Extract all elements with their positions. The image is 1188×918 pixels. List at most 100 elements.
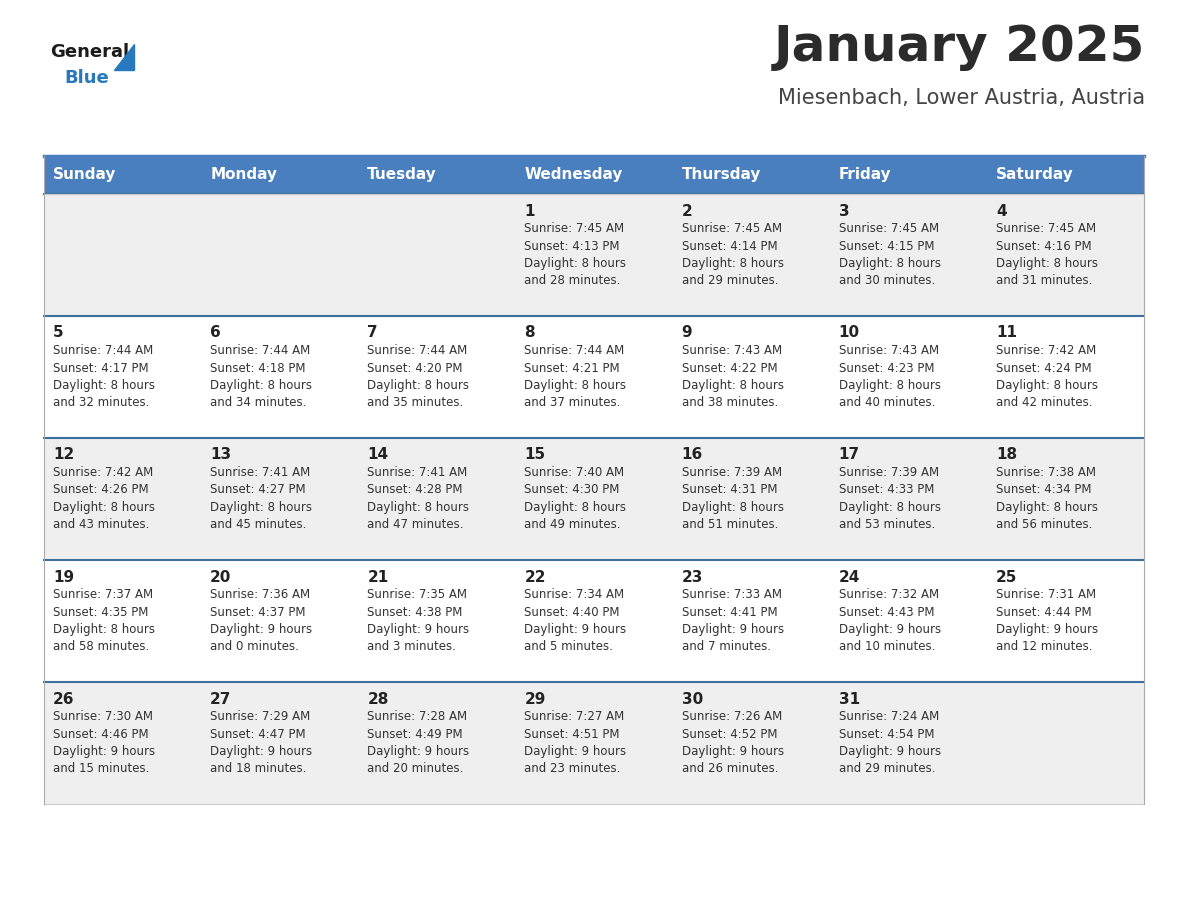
Text: and 5 minutes.: and 5 minutes. [524, 640, 613, 653]
Text: Sunrise: 7:39 AM: Sunrise: 7:39 AM [682, 466, 782, 479]
Text: 22: 22 [524, 569, 546, 585]
Text: Sunrise: 7:43 AM: Sunrise: 7:43 AM [682, 344, 782, 357]
Text: Daylight: 9 hours: Daylight: 9 hours [682, 744, 784, 757]
Text: and 43 minutes.: and 43 minutes. [53, 518, 150, 531]
Text: and 30 minutes.: and 30 minutes. [839, 274, 935, 286]
Text: Daylight: 8 hours: Daylight: 8 hours [53, 500, 154, 513]
Text: Sunrise: 7:29 AM: Sunrise: 7:29 AM [210, 711, 310, 723]
Text: and 58 minutes.: and 58 minutes. [53, 640, 150, 653]
Bar [201, 156, 359, 194]
Text: 28: 28 [367, 691, 388, 707]
Text: Sunset: 4:37 PM: Sunset: 4:37 PM [210, 606, 305, 619]
Text: 24: 24 [839, 569, 860, 585]
Text: 23: 23 [682, 569, 703, 585]
Text: and 3 minutes.: and 3 minutes. [367, 640, 456, 653]
Text: Sunset: 4:17 PM: Sunset: 4:17 PM [53, 362, 148, 375]
Text: and 26 minutes.: and 26 minutes. [682, 762, 778, 775]
Text: and 29 minutes.: and 29 minutes. [682, 274, 778, 286]
Bar [44, 156, 201, 194]
Text: Daylight: 8 hours: Daylight: 8 hours [682, 378, 784, 391]
Bar [516, 156, 672, 194]
Text: Sunrise: 7:34 AM: Sunrise: 7:34 AM [524, 588, 625, 601]
Text: and 7 minutes.: and 7 minutes. [682, 640, 771, 653]
Text: Sunset: 4:31 PM: Sunset: 4:31 PM [682, 484, 777, 497]
Text: Sunrise: 7:28 AM: Sunrise: 7:28 AM [367, 711, 467, 723]
Text: Blue: Blue [64, 69, 109, 87]
Text: Sunrise: 7:32 AM: Sunrise: 7:32 AM [839, 588, 939, 601]
Text: Sunset: 4:24 PM: Sunset: 4:24 PM [996, 362, 1092, 375]
Bar [359, 156, 516, 194]
Text: Sunset: 4:18 PM: Sunset: 4:18 PM [210, 362, 305, 375]
Text: Sunset: 4:30 PM: Sunset: 4:30 PM [524, 484, 620, 497]
Text: Daylight: 8 hours: Daylight: 8 hours [996, 256, 1098, 270]
Text: Daylight: 8 hours: Daylight: 8 hours [996, 500, 1098, 513]
Text: 7: 7 [367, 326, 378, 341]
Text: Sunrise: 7:45 AM: Sunrise: 7:45 AM [996, 222, 1097, 236]
Text: Daylight: 9 hours: Daylight: 9 hours [524, 744, 626, 757]
Text: Daylight: 8 hours: Daylight: 8 hours [682, 500, 784, 513]
Text: General: General [50, 43, 129, 61]
Text: Sunrise: 7:44 AM: Sunrise: 7:44 AM [524, 344, 625, 357]
Text: Sunset: 4:41 PM: Sunset: 4:41 PM [682, 606, 777, 619]
Text: Sunrise: 7:24 AM: Sunrise: 7:24 AM [839, 711, 939, 723]
Text: 13: 13 [210, 447, 232, 463]
Text: and 47 minutes.: and 47 minutes. [367, 518, 463, 531]
Text: and 18 minutes.: and 18 minutes. [210, 762, 307, 775]
Bar [44, 560, 1144, 682]
Text: Sunset: 4:27 PM: Sunset: 4:27 PM [210, 484, 305, 497]
Polygon shape [114, 44, 134, 70]
Text: Sunset: 4:14 PM: Sunset: 4:14 PM [682, 240, 777, 252]
Text: Sunrise: 7:43 AM: Sunrise: 7:43 AM [839, 344, 939, 357]
Text: Sunrise: 7:41 AM: Sunrise: 7:41 AM [210, 466, 310, 479]
Text: Sunrise: 7:44 AM: Sunrise: 7:44 AM [53, 344, 153, 357]
Text: Sunset: 4:34 PM: Sunset: 4:34 PM [996, 484, 1092, 497]
Text: and 15 minutes.: and 15 minutes. [53, 762, 150, 775]
Text: Sunset: 4:52 PM: Sunset: 4:52 PM [682, 727, 777, 741]
Text: and 34 minutes.: and 34 minutes. [210, 396, 307, 409]
Text: Sunrise: 7:42 AM: Sunrise: 7:42 AM [53, 466, 153, 479]
Text: Sunrise: 7:45 AM: Sunrise: 7:45 AM [682, 222, 782, 236]
Text: Sunrise: 7:31 AM: Sunrise: 7:31 AM [996, 588, 1097, 601]
Text: Sunset: 4:22 PM: Sunset: 4:22 PM [682, 362, 777, 375]
Text: 15: 15 [524, 447, 545, 463]
Text: and 40 minutes.: and 40 minutes. [839, 396, 935, 409]
Text: Daylight: 8 hours: Daylight: 8 hours [682, 256, 784, 270]
Text: Daylight: 8 hours: Daylight: 8 hours [839, 378, 941, 391]
Text: and 12 minutes.: and 12 minutes. [996, 640, 1092, 653]
Text: Sunset: 4:35 PM: Sunset: 4:35 PM [53, 606, 148, 619]
Text: and 28 minutes.: and 28 minutes. [524, 274, 621, 286]
Text: and 29 minutes.: and 29 minutes. [839, 762, 935, 775]
Text: Wednesday: Wednesday [524, 167, 623, 183]
Text: and 37 minutes.: and 37 minutes. [524, 396, 621, 409]
Text: Sunset: 4:40 PM: Sunset: 4:40 PM [524, 606, 620, 619]
Text: Sunset: 4:26 PM: Sunset: 4:26 PM [53, 484, 148, 497]
Text: Sunrise: 7:30 AM: Sunrise: 7:30 AM [53, 711, 153, 723]
Bar [44, 438, 1144, 560]
Text: Sunset: 4:49 PM: Sunset: 4:49 PM [367, 727, 463, 741]
Text: 21: 21 [367, 569, 388, 585]
Text: Sunset: 4:46 PM: Sunset: 4:46 PM [53, 727, 148, 741]
Text: 3: 3 [839, 204, 849, 218]
Text: Sunset: 4:28 PM: Sunset: 4:28 PM [367, 484, 463, 497]
Bar [44, 682, 1144, 804]
Text: 29: 29 [524, 691, 545, 707]
Text: 1: 1 [524, 204, 535, 218]
Text: Tuesday: Tuesday [367, 167, 437, 183]
Text: Thursday: Thursday [682, 167, 762, 183]
Text: and 31 minutes.: and 31 minutes. [996, 274, 1092, 286]
Text: Daylight: 8 hours: Daylight: 8 hours [839, 256, 941, 270]
Text: 2: 2 [682, 204, 693, 218]
Text: Daylight: 8 hours: Daylight: 8 hours [210, 378, 312, 391]
Text: Sunrise: 7:41 AM: Sunrise: 7:41 AM [367, 466, 468, 479]
Text: 20: 20 [210, 569, 232, 585]
Text: 14: 14 [367, 447, 388, 463]
Text: Sunrise: 7:35 AM: Sunrise: 7:35 AM [367, 588, 467, 601]
Text: and 35 minutes.: and 35 minutes. [367, 396, 463, 409]
Text: Daylight: 9 hours: Daylight: 9 hours [682, 622, 784, 635]
Text: Sunset: 4:20 PM: Sunset: 4:20 PM [367, 362, 463, 375]
Text: Daylight: 8 hours: Daylight: 8 hours [53, 622, 154, 635]
Text: and 51 minutes.: and 51 minutes. [682, 518, 778, 531]
Text: 6: 6 [210, 326, 221, 341]
Bar [987, 156, 1144, 194]
Text: 16: 16 [682, 447, 703, 463]
